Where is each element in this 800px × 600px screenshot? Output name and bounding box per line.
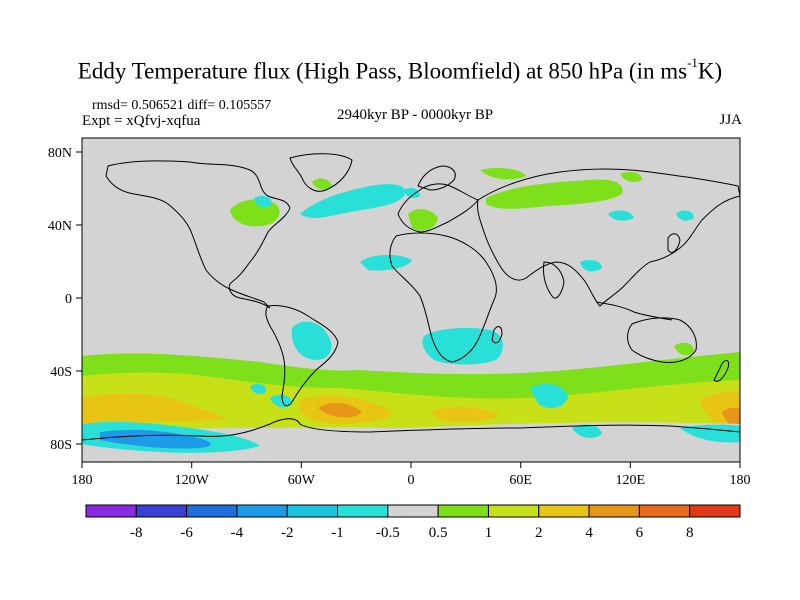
lon-label: 60W bbox=[288, 473, 316, 488]
colorbar-swatch bbox=[236, 504, 288, 518]
colorbar-label: -8 bbox=[130, 525, 143, 541]
colorbar-swatch bbox=[337, 504, 389, 518]
field-orange-band-3 bbox=[430, 406, 500, 422]
season-label: JJA bbox=[719, 112, 742, 128]
lat-ticks bbox=[76, 151, 82, 445]
lat-label: 0 bbox=[65, 292, 72, 307]
field-cyan-mediterranean bbox=[360, 254, 412, 271]
colorbar-label: -4 bbox=[231, 525, 244, 541]
colorbar-swatch bbox=[487, 504, 540, 518]
field-cyan-antarctic-ross bbox=[680, 424, 740, 443]
colorbar-label: -6 bbox=[180, 525, 193, 541]
field-cyan-south-pacific-2 bbox=[572, 424, 602, 438]
lat-label: 40N bbox=[48, 219, 72, 234]
field-cyan-south-atlantic bbox=[291, 321, 332, 360]
colorbar-swatch bbox=[538, 504, 590, 518]
field-cyan-south-africa bbox=[422, 328, 503, 365]
colorbar-label: -2 bbox=[281, 525, 294, 541]
field-cyan-south-pacific-1 bbox=[270, 394, 292, 408]
field-green-siberia bbox=[486, 179, 623, 209]
colorbar-label: 2 bbox=[535, 525, 543, 541]
field-darkorange-1 bbox=[318, 403, 362, 418]
field-blue-antarctic-west bbox=[100, 429, 211, 449]
map-title: Eddy Temperature flux (High Pass, Bloomf… bbox=[77, 55, 723, 84]
field-cyan-hudson bbox=[254, 196, 272, 208]
colorbar-label: 0.5 bbox=[429, 525, 448, 541]
colorbar-swatch bbox=[387, 504, 439, 518]
colorbar-swatch bbox=[286, 504, 339, 518]
field-yellow-band-south bbox=[82, 372, 740, 436]
field-orange-band-1 bbox=[82, 393, 230, 424]
field-cyan-asia-2 bbox=[676, 210, 694, 221]
coastlines bbox=[82, 153, 740, 441]
lat-labels: 80N 40N 0 40S 80S bbox=[48, 146, 72, 453]
field-green-greenland bbox=[312, 178, 332, 190]
colorbar bbox=[85, 504, 741, 518]
colorbar-label: 4 bbox=[585, 525, 593, 541]
colorbar-label: -0.5 bbox=[376, 525, 400, 541]
field-cyan-asia-1 bbox=[608, 210, 634, 221]
field-cyan-china bbox=[580, 260, 602, 272]
experiment-label: Expt = xQfvj-xqfua bbox=[82, 113, 201, 129]
colorbar-label: 1 bbox=[485, 525, 493, 541]
lon-ticks bbox=[81, 462, 741, 468]
field-cyan-south-indian bbox=[530, 383, 568, 409]
lon-label: 180 bbox=[72, 473, 93, 488]
colorbar-swatch bbox=[689, 504, 741, 518]
colorbar-swatch bbox=[588, 504, 640, 518]
lon-label: 0 bbox=[408, 473, 415, 488]
field-green-europe bbox=[408, 209, 438, 231]
field-green-australia-east bbox=[674, 342, 694, 356]
colorbar-labels: -8 -6 -4 -2 -1 -0.5 0.5 1 2 4 6 8 bbox=[130, 525, 693, 541]
colorbar-label: -1 bbox=[331, 525, 344, 541]
lon-label: 60E bbox=[509, 473, 532, 488]
colorbar-swatch bbox=[437, 504, 489, 518]
colorbar-swatch bbox=[638, 504, 691, 518]
lat-label: 80N bbox=[48, 146, 72, 161]
field-cyan-south-pacific-3 bbox=[250, 384, 267, 394]
lat-label: 40S bbox=[50, 365, 72, 380]
colorbar-label: 6 bbox=[636, 525, 644, 541]
period-label: 2940kyr BP - 0000kyr BP bbox=[336, 107, 494, 123]
lon-label: 180 bbox=[730, 473, 751, 488]
lon-label: 120E bbox=[616, 473, 646, 488]
colorbar-swatch bbox=[186, 504, 238, 518]
lon-label: 120W bbox=[175, 473, 210, 488]
stats-text: rmsd= 0.506521 diff= 0.105557 bbox=[92, 98, 272, 113]
field-green-arctic-east bbox=[480, 168, 526, 180]
lon-labels: 180 120W 60W 0 60E 120E 180 bbox=[72, 473, 751, 488]
lat-label: 80S bbox=[50, 438, 72, 453]
colorbar-swatch bbox=[135, 504, 188, 518]
field-cyan-europe bbox=[404, 188, 420, 198]
field-cyan-atlantic-band bbox=[300, 184, 406, 218]
colorbar-swatch bbox=[85, 504, 137, 518]
field-green-east-siberia bbox=[620, 172, 642, 182]
colorbar-label: 8 bbox=[686, 525, 694, 541]
